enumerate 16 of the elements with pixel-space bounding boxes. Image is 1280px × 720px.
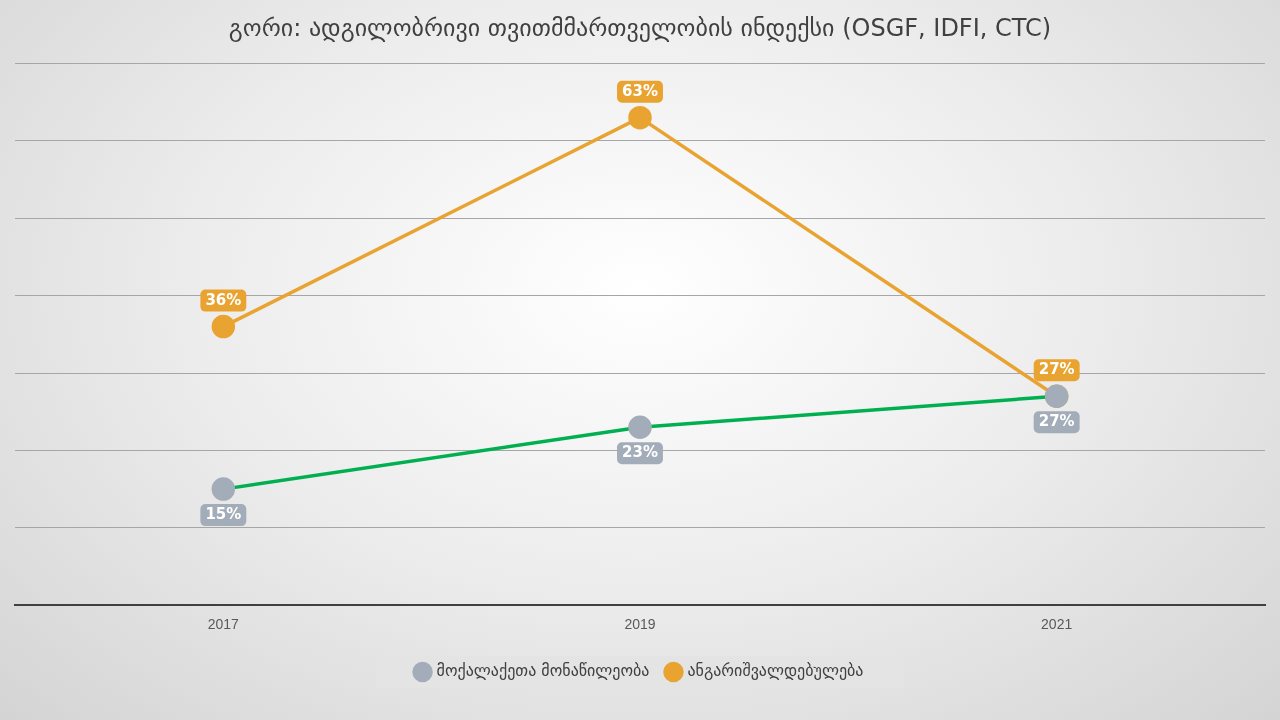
chart-title: გორი: ადგილობრივი თვითმმართველობის ინდექსი (OSGF, IDFI, CTC) bbox=[227, 14, 1053, 42]
x-tick-label: 2021 bbox=[1041, 616, 1073, 633]
data-label: 27% bbox=[1038, 412, 1075, 431]
x-tick-label: 2019 bbox=[624, 616, 656, 633]
point bbox=[211, 477, 236, 501]
data-label: 36% bbox=[205, 290, 242, 309]
data-label: 27% bbox=[1038, 360, 1075, 379]
x-tick-label: 2017 bbox=[207, 616, 240, 633]
legend-label: მოქალაქეთა მონაწილეობა bbox=[436, 661, 650, 681]
data-label: 15% bbox=[205, 505, 242, 524]
point bbox=[211, 314, 236, 339]
data-label: 63% bbox=[622, 81, 658, 100]
point bbox=[628, 105, 652, 130]
legend-label: ანგარიშვალდებულება bbox=[687, 661, 864, 681]
data-label: 23% bbox=[622, 443, 658, 462]
point bbox=[628, 415, 652, 439]
